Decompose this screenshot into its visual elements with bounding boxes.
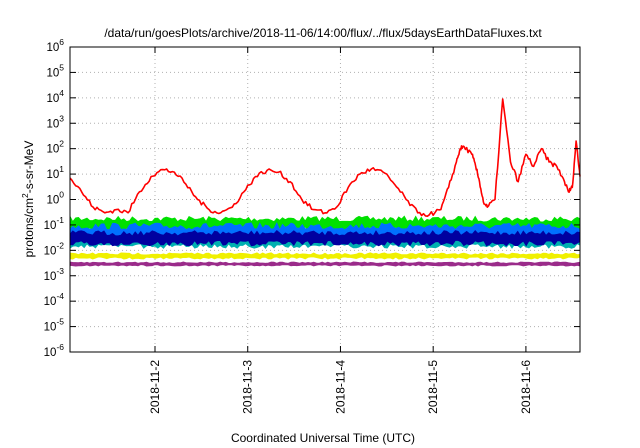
y-tick-label: 103 [46,113,64,130]
y-tick-label: 106 [46,37,64,54]
x-tick-label: 2018-11-3 [241,360,255,414]
x-tick-label: 2018-11-4 [334,360,348,414]
y-tick-label: 10-6 [44,342,65,359]
y-tick-label: 100 [46,190,64,207]
grid-lines [70,46,580,353]
chart-title: /data/run/goesPlots/archive/2018-11-06/1… [104,26,542,40]
y-tick-label: 10-3 [44,266,65,283]
y-tick-label: 102 [46,139,64,156]
x-tick-label: 2018-11-2 [148,360,162,414]
y-tick-label: 104 [46,88,64,105]
y-tick-label: 105 [46,62,64,79]
y-tick-label: 10-2 [44,240,65,257]
x-axis-ticks: 2018-11-2 2018-11-3 2018-11-4 2018-11-5 2018… [148,47,533,414]
series-band-5 [69,252,581,260]
y-tick-label: 10-4 [44,291,65,308]
x-tick-label: 2018-11-6 [519,360,533,414]
y-tick-label: 10-5 [44,317,65,334]
series-line-0 [69,98,581,217]
data-series [69,98,581,267]
x-tick-label: 2018-11-5 [426,360,440,414]
series-band-6 [69,261,581,267]
y-tick-label: 101 [46,164,64,181]
y-axis-label: protons/cm2-s-sr-MeV [20,141,36,258]
x-axis-label: Coordinated Universal Time (UTC) [231,431,415,445]
y-axis-ticks: 106 105 104 103 102 101 100 10-1 10-2 10-3 10-4 10-… [44,37,580,359]
y-tick-label: 10-1 [44,215,65,232]
